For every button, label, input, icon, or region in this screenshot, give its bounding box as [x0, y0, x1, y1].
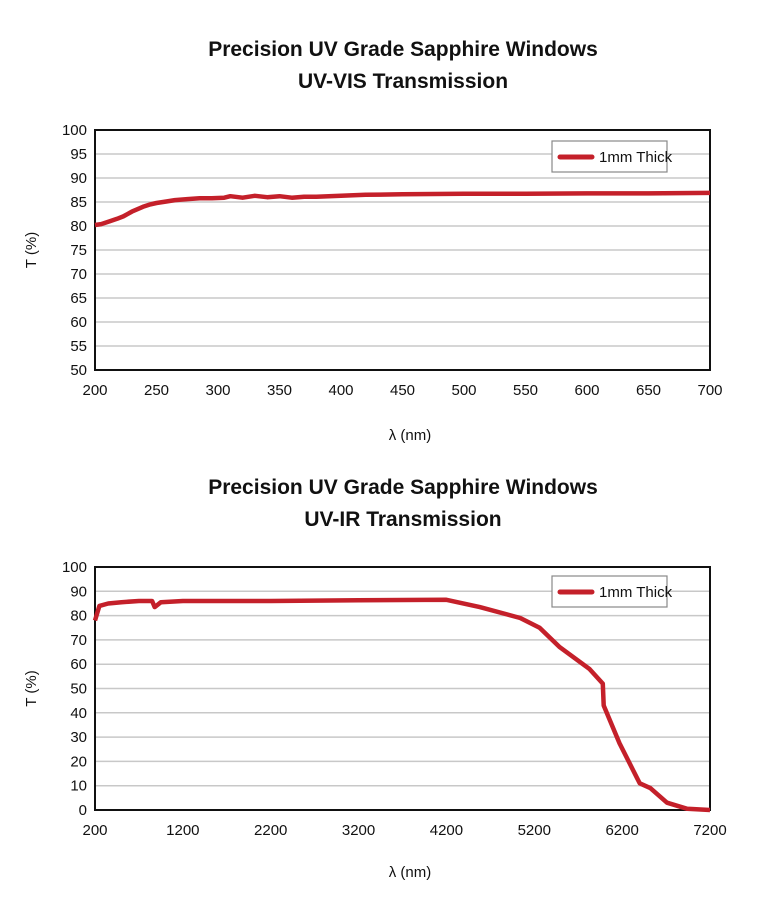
series-line	[94, 190, 711, 228]
y-axis-label: T (%)	[23, 670, 40, 706]
y-tick-label: 95	[70, 146, 87, 163]
x-tick-label: 200	[82, 382, 107, 399]
y-tick-label: 85	[70, 194, 87, 211]
x-tick-label: 550	[513, 382, 538, 399]
chart-subtitle: UV-IR Transmission	[304, 508, 501, 531]
x-tick-label: 400	[328, 382, 353, 399]
y-tick-label: 10	[70, 778, 87, 795]
y-tick-label: 30	[70, 729, 87, 746]
y-tick-label: 50	[70, 681, 87, 698]
x-tick-label: 650	[636, 382, 661, 399]
y-tick-label: 20	[70, 753, 87, 770]
plot-frame	[94, 129, 711, 371]
legend-box	[551, 140, 668, 173]
y-tick-label: 75	[70, 242, 87, 259]
y-tick-label: 50	[70, 362, 87, 379]
y-tick-label: 65	[70, 290, 87, 307]
y-tick-label: 100	[62, 559, 87, 576]
x-tick-label: 200	[82, 822, 107, 839]
y-tick-label: 80	[70, 608, 87, 625]
x-axis-label: λ (nm)	[389, 427, 432, 444]
y-tick-label: 60	[70, 656, 87, 673]
x-tick-label: 700	[697, 382, 722, 399]
legend: 1mm Thick	[551, 575, 673, 608]
chart-subtitle: UV-VIS Transmission	[298, 70, 508, 93]
x-tick-label: 1200	[166, 822, 199, 839]
x-tick-label: 5200	[518, 822, 551, 839]
x-tick-label: 600	[574, 382, 599, 399]
y-tick-label: 70	[70, 632, 87, 649]
y-tick-label: 100	[62, 122, 87, 139]
x-tick-label: 450	[390, 382, 415, 399]
chart-title: Precision UV Grade Sapphire Windows	[208, 476, 598, 499]
legend-label: 1mm Thick	[599, 149, 673, 166]
chart-title: Precision UV Grade Sapphire Windows	[208, 38, 598, 61]
x-tick-label: 4200	[430, 822, 463, 839]
y-tick-label: 90	[70, 170, 87, 187]
y-tick-label: 0	[79, 802, 87, 819]
x-tick-label: 300	[205, 382, 230, 399]
legend-label: 1mm Thick	[599, 584, 673, 601]
legend: 1mm Thick	[551, 140, 673, 173]
x-axis-label: λ (nm)	[389, 864, 432, 881]
x-tick-label: 7200	[693, 822, 726, 839]
y-tick-label: 55	[70, 338, 87, 355]
x-tick-label: 350	[267, 382, 292, 399]
y-tick-label: 90	[70, 583, 87, 600]
series-line	[92, 597, 711, 813]
chart-1: Precision UV Grade Sapphire Windows UV-VI…	[23, 38, 723, 444]
y-tick-label: 60	[70, 314, 87, 331]
y-tick-label: 80	[70, 218, 87, 235]
plot-frame	[94, 566, 711, 811]
y-tick-label: 40	[70, 705, 87, 722]
x-tick-label: 500	[451, 382, 476, 399]
x-tick-label: 3200	[342, 822, 375, 839]
x-tick-label: 6200	[605, 822, 638, 839]
x-tick-label: 2200	[254, 822, 287, 839]
y-tick-label: 70	[70, 266, 87, 283]
chart-2: Precision UV Grade Sapphire Windows UV-IR…	[23, 476, 727, 881]
y-axis-label: T (%)	[23, 232, 40, 268]
x-tick-label: 250	[144, 382, 169, 399]
